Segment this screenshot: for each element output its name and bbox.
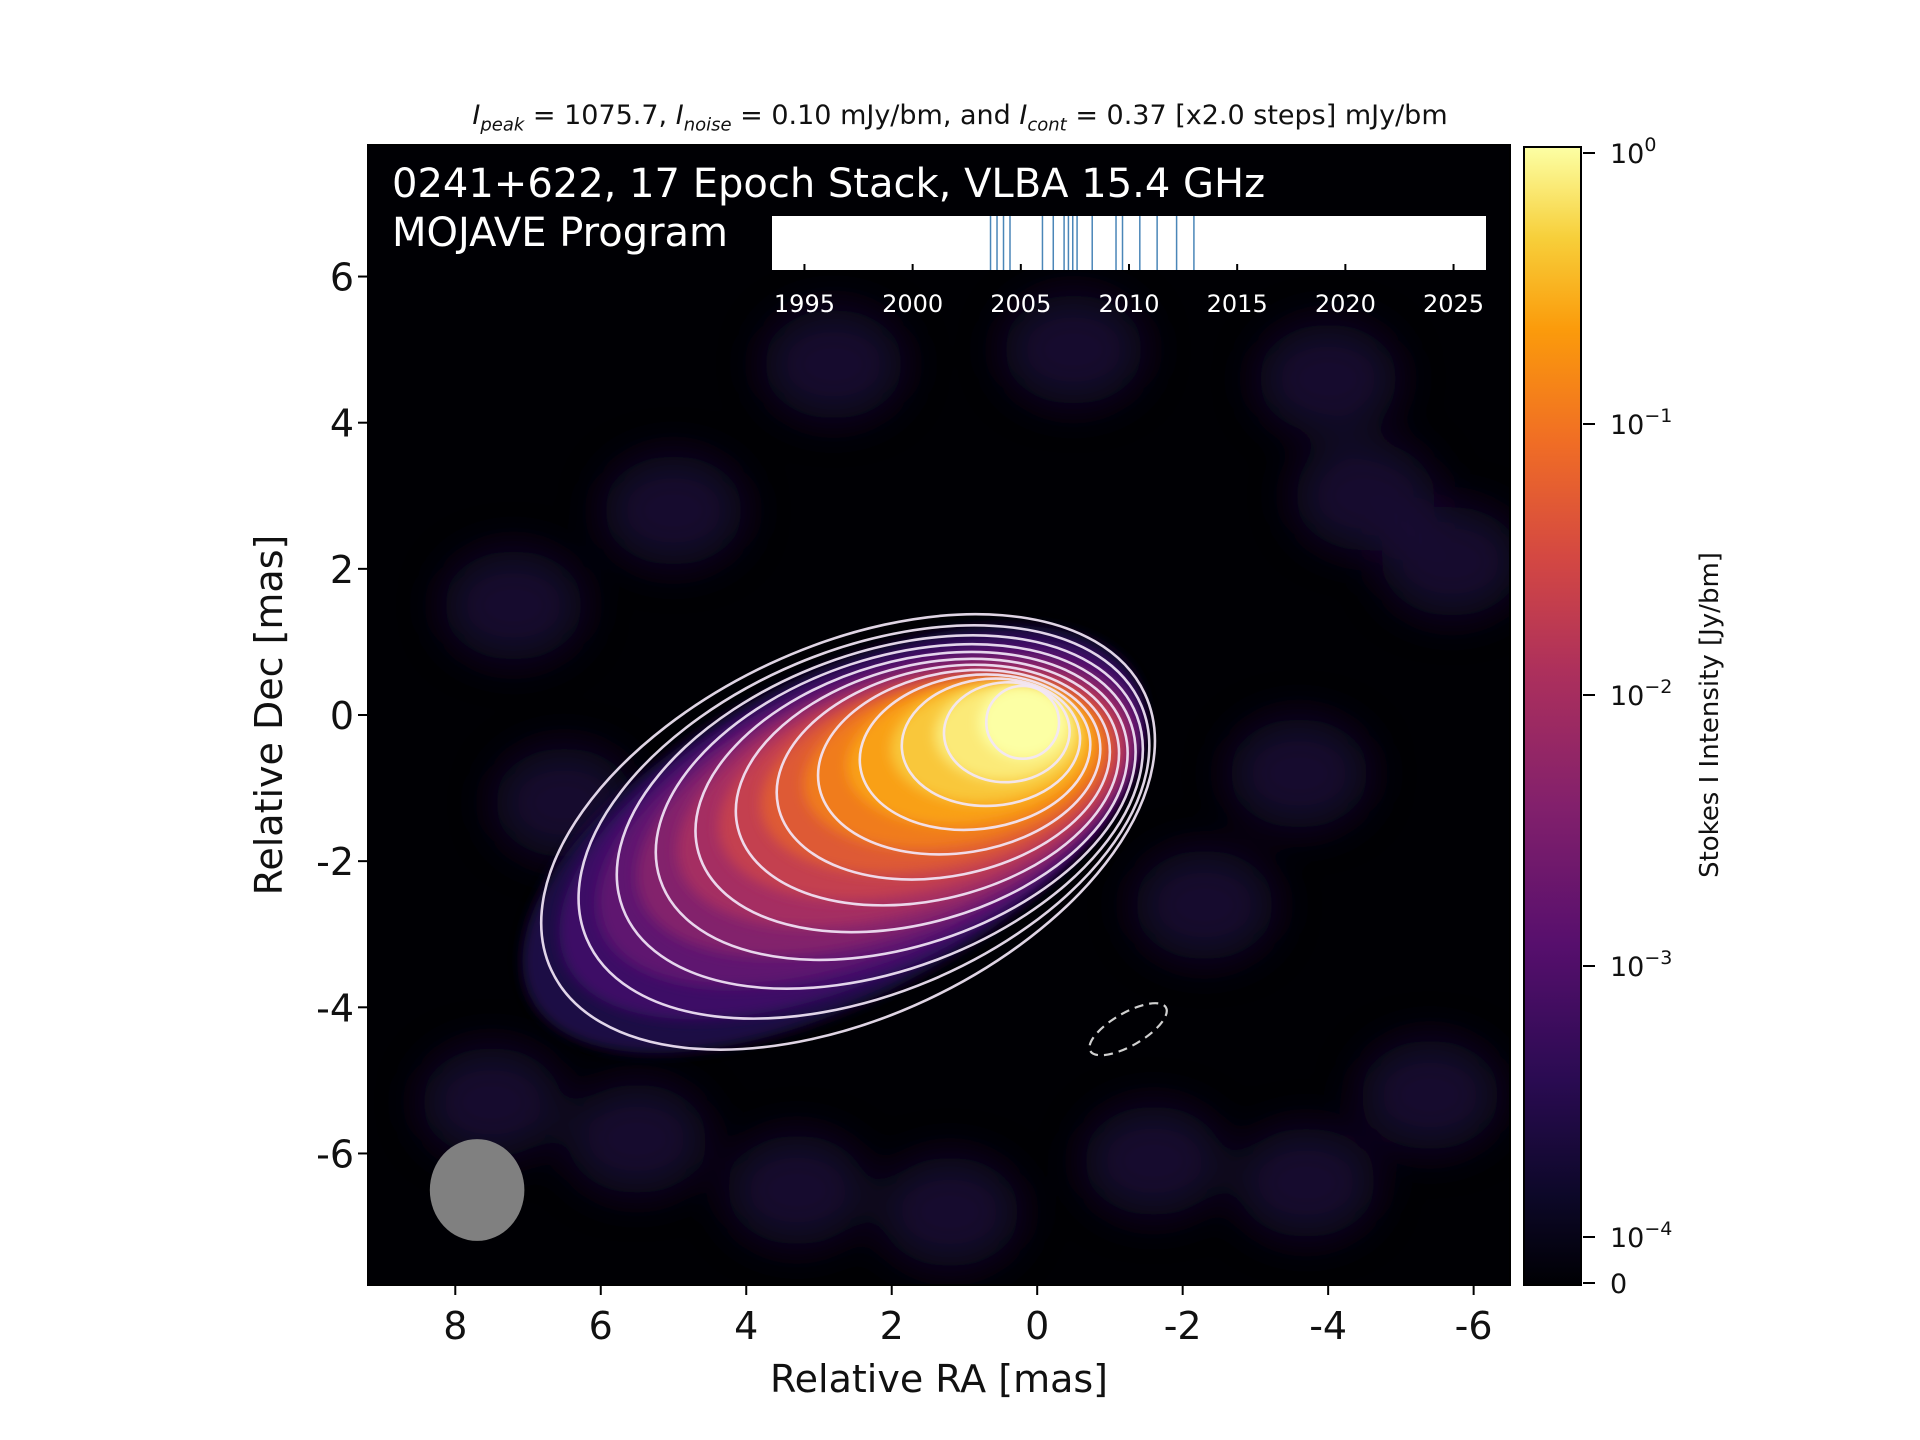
cont-value: = 0.37 [x2.0 steps] mJy/bm: [1066, 100, 1448, 131]
contour-level: [858, 673, 1092, 832]
epoch-timeline: 1995 2000 2005 2010 2015 2020 2025: [772, 216, 1486, 318]
noise-cloud: [1359, 1040, 1500, 1150]
contour-level: [775, 663, 1112, 881]
y-tick-label: 4: [330, 402, 354, 446]
noise-cloud: [443, 550, 584, 661]
x-axis: 8 6 4 2 0 -2 -4 -6: [443, 1285, 1493, 1348]
timeline-tick-label: 2025: [1423, 290, 1484, 318]
noise-cloud: [567, 1083, 708, 1194]
noise-cloud: [1134, 850, 1275, 960]
contour-level: [615, 634, 1145, 990]
y-tick-label: 6: [330, 256, 354, 300]
timeline-tick-label: 1995: [774, 290, 835, 318]
noise-subscript: noise: [683, 114, 732, 136]
contour-level: [654, 642, 1137, 962]
cont-subscript: cont: [1027, 114, 1067, 136]
contour-level: [816, 668, 1102, 856]
y-tick-label: 2: [330, 548, 354, 592]
contour-level: [984, 684, 1061, 760]
noise-cloud: [879, 1156, 1020, 1267]
y-axis: 6 4 2 0 -2 -4 -6: [316, 256, 368, 1176]
noise-cloud: [1258, 323, 1399, 434]
x-tick-label: 4: [734, 1304, 758, 1348]
x-tick-label: 2: [880, 1304, 904, 1348]
timeline-box: [772, 216, 1486, 270]
colorbar: [1523, 146, 1582, 1286]
colorbar-ticks: 100 10−1 10−2 10−3 10−4 0: [1583, 134, 1672, 1300]
contour-level: [539, 612, 1157, 1051]
peak-symbol: I: [472, 100, 481, 131]
program-label: MOJAVE Program: [392, 210, 728, 256]
timeline-tick-label: 2005: [990, 290, 1051, 318]
peak-subscript: peak: [480, 114, 525, 136]
colorbar-tick-label: 10−3: [1610, 947, 1672, 983]
noise-cloud: [1003, 294, 1144, 405]
timeline-tick-label: 2015: [1207, 290, 1268, 318]
peak-value: = 1075.7,: [524, 100, 676, 131]
noise-cloud: [421, 1047, 562, 1158]
map-annotations: [429, 1002, 1168, 1241]
colorbar-tick-label: 10−1: [1610, 405, 1672, 441]
contour-level: [734, 657, 1121, 907]
contour-level: [942, 681, 1071, 784]
x-tick-label: -6: [1455, 1304, 1493, 1348]
timeline-tick-label: 2020: [1315, 290, 1376, 318]
x-tick-label: 6: [589, 1304, 613, 1348]
timeline-tick-label: 2010: [1098, 290, 1159, 318]
contour-level: [694, 650, 1129, 934]
stokes-i-map: [368, 145, 1510, 1285]
noise-cloud: [763, 309, 904, 420]
x-tick-label: 8: [443, 1304, 467, 1348]
y-tick-label: -2: [316, 840, 354, 884]
noise-value: = 0.10 mJy/bm, and: [731, 100, 1020, 131]
colorbar-tick-label: 100: [1610, 134, 1656, 170]
noise-cloud: [1294, 440, 1435, 551]
beam-ellipse: [429, 1139, 525, 1241]
y-tick-label: -6: [316, 1132, 354, 1176]
cont-symbol: I: [1019, 100, 1028, 131]
contour-level: [900, 677, 1082, 808]
colorbar-tick-label: 10−4: [1610, 1218, 1672, 1254]
noise-cloud: [1083, 1105, 1224, 1216]
x-tick-label: 0: [1025, 1304, 1049, 1348]
dashed-ellipse: [1088, 1002, 1168, 1057]
x-tick-label: -2: [1164, 1304, 1202, 1348]
colorbar-tick-label: 0: [1610, 1269, 1627, 1300]
plot-header: Ipeak = 1075.7, Inoise = 0.10 mJy/bm, an…: [0, 100, 1920, 135]
y-tick-label: 0: [330, 694, 354, 738]
y-tick-label: -4: [316, 986, 354, 1030]
contour-level: [577, 624, 1151, 1020]
noise-symbol: I: [675, 100, 684, 131]
colorbar-tick-label: 10−2: [1610, 676, 1672, 712]
x-axis-label: Relative RA [mas]: [770, 1357, 1108, 1401]
emission-layer: [979, 685, 1067, 759]
source-label: 0241+622, 17 Epoch Stack, VLBA 15.4 GHz: [392, 161, 1265, 207]
contour-lines: [539, 612, 1157, 1051]
y-axis-label: Relative Dec [mas]: [247, 535, 291, 896]
noise-cloud: [1236, 1127, 1377, 1238]
colorbar-label: Stokes I Intensity [Jy/bm]: [1695, 552, 1725, 878]
x-tick-label: -4: [1309, 1304, 1347, 1348]
noise-cloud: [1381, 506, 1510, 617]
noise-clouds: [421, 294, 1510, 1267]
noise-cloud: [603, 455, 744, 566]
noise-cloud: [727, 1135, 868, 1245]
noise-cloud: [1229, 718, 1370, 829]
timeline-tick-label: 2000: [882, 290, 943, 318]
